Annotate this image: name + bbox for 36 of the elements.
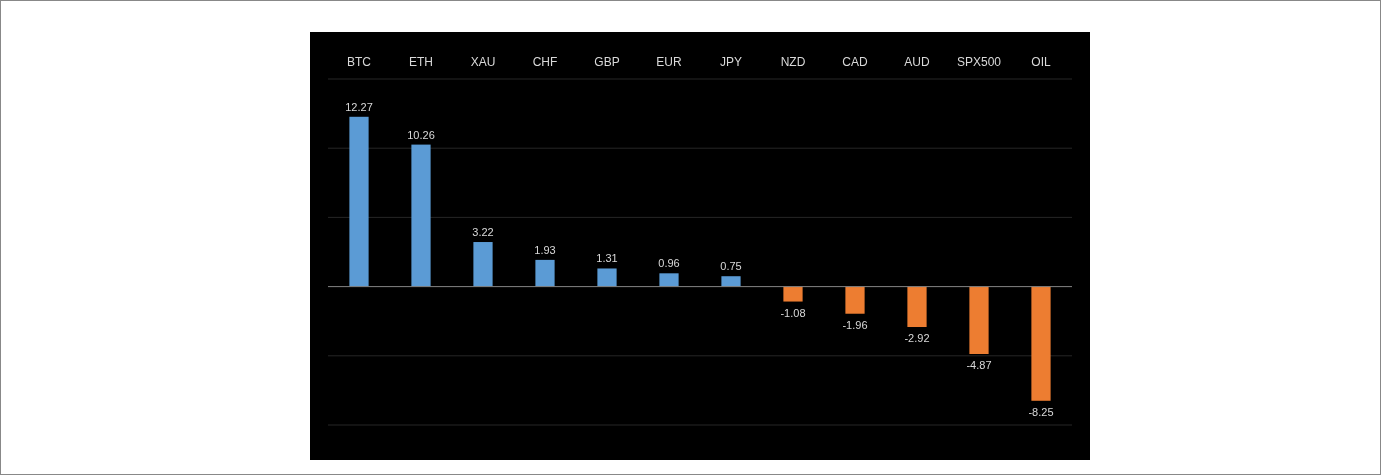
x-tick-label: CHF [532, 55, 558, 69]
data-label: -2.92 [904, 332, 930, 345]
x-tick-label: AUD [904, 55, 930, 69]
x-tick-label: JPY [719, 55, 743, 69]
bar [411, 144, 431, 287]
data-label: 10.26 [407, 128, 435, 141]
x-tick-label: CAD [842, 55, 868, 69]
x-tick-label: EUR [656, 55, 682, 69]
x-tick-label: NZD [780, 55, 806, 69]
bar [535, 259, 555, 287]
data-label: -1.08 [780, 306, 806, 319]
bar [597, 268, 617, 287]
data-label: -1.96 [842, 318, 868, 331]
bar [845, 286, 865, 314]
data-label: 1.93 [534, 243, 556, 256]
data-label: -8.25 [1028, 405, 1054, 418]
bar [721, 276, 741, 287]
data-label: -4.87 [966, 359, 992, 371]
bar [969, 286, 989, 354]
data-label: 0.75 [720, 260, 742, 273]
x-tick-label: SPX500 [956, 55, 1002, 69]
data-label: 12.27 [345, 100, 373, 113]
x-tick-label: BTC [347, 55, 372, 69]
bar [659, 273, 679, 287]
x-tick-label: OIL [1031, 55, 1051, 69]
bar [473, 242, 493, 287]
bar [783, 286, 803, 302]
bar [907, 286, 927, 328]
data-label: 1.31 [596, 252, 618, 265]
x-tick-label: GBP [594, 55, 620, 69]
bar [1031, 286, 1051, 401]
x-tick-label: ETH [409, 55, 433, 69]
x-tick-label: XAU [470, 55, 496, 69]
data-label: 3.22 [472, 226, 494, 239]
data-label: 0.96 [658, 257, 680, 270]
bar [349, 116, 369, 287]
